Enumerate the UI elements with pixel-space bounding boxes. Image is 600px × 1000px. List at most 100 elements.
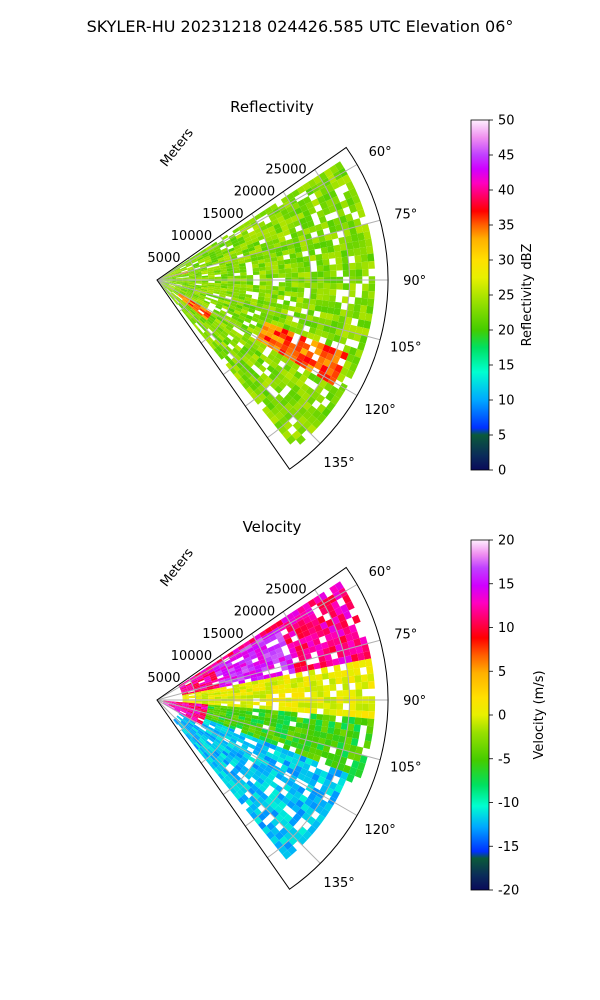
radar-cell [173, 267, 180, 272]
radar-cell [205, 309, 212, 315]
radar-cell [348, 362, 358, 373]
radar-cell [335, 748, 343, 757]
sector-outline [156, 566, 389, 890]
radar-cell [218, 744, 226, 751]
radar-cell [239, 269, 247, 273]
radar-cell [302, 647, 311, 655]
radar-cell [194, 252, 201, 257]
radar-cell [355, 326, 364, 335]
radar-cell [225, 362, 233, 370]
radar-cell [310, 271, 318, 278]
reflectivity-colorbar-ramp [470, 119, 490, 471]
radar-cell [279, 416, 289, 426]
radar-cell [253, 360, 262, 369]
radar-cell [307, 178, 317, 188]
radar-cell [212, 714, 219, 719]
radar-cell [193, 735, 200, 741]
radar-cell [233, 689, 241, 694]
radar-cell [231, 239, 239, 245]
radar-cell [226, 288, 234, 292]
radar-cell [202, 253, 210, 259]
radar-cell [209, 672, 217, 678]
radar-cell [208, 273, 215, 276]
radar-cell [208, 670, 216, 676]
radar-cell [163, 700, 170, 702]
radar-cell [250, 256, 258, 262]
radar-cell [284, 637, 293, 645]
radar-cell [201, 272, 208, 275]
radar-cell [305, 806, 315, 816]
radar-cell [214, 690, 221, 693]
radar-cell [261, 648, 270, 655]
azimuth-spoke [156, 279, 358, 396]
radar-cell [213, 267, 221, 271]
radar-cell [307, 405, 317, 415]
radar-cell [201, 303, 209, 308]
radar-cell [175, 286, 182, 290]
radar-cell [294, 748, 303, 756]
radar-cell [264, 656, 273, 663]
radar-cell [269, 743, 277, 751]
radar-cell [244, 297, 252, 302]
radar-cell [233, 792, 242, 800]
radar-cell [219, 665, 227, 671]
radar-cell [229, 252, 237, 258]
radar-cell [320, 726, 329, 734]
radar-cell [189, 696, 196, 699]
radar-cell [208, 702, 215, 705]
radar-cell [232, 746, 240, 753]
radar-cell [234, 667, 242, 673]
radar-cell [205, 681, 213, 685]
range-ring [245, 611, 312, 827]
radar-cell [318, 655, 326, 663]
radar-cell [270, 809, 279, 818]
radar-cell [217, 772, 225, 780]
radar-cell [264, 261, 272, 267]
colorbar-tick-label: -5 [498, 752, 511, 767]
radar-cell [198, 259, 205, 264]
radar-cell [265, 701, 273, 706]
radar-cell [321, 407, 332, 418]
radar-cell [189, 309, 196, 315]
radar-cell [315, 253, 323, 261]
radar-cell [235, 781, 244, 790]
radar-cell [213, 709, 221, 713]
radar-cell [296, 743, 305, 751]
radar-cell [259, 773, 268, 782]
radar-cell [216, 720, 224, 726]
radar-cell [288, 725, 296, 732]
radar-cell [196, 310, 204, 317]
radar-cell [326, 401, 336, 412]
radar-cell [214, 283, 222, 286]
radar-cell [196, 730, 204, 737]
radar-cell [174, 706, 181, 710]
radar-cell [210, 241, 218, 247]
radar-cell [314, 624, 323, 633]
radar-cell [310, 759, 319, 768]
radar-cell [288, 630, 297, 638]
radar-cell [275, 352, 284, 361]
radar-cell [230, 656, 237, 663]
radar-cell [298, 235, 306, 242]
radar-cell [169, 704, 176, 707]
radar-cell [225, 713, 233, 718]
radar-cell [232, 767, 240, 775]
radar-cell [230, 748, 238, 756]
colorbar-tick-label: 0 [498, 709, 506, 724]
radar-cell [295, 722, 303, 729]
radar-cell [326, 639, 335, 648]
radar-cell [264, 206, 273, 214]
radar-cell [215, 250, 222, 255]
radar-cell [302, 255, 310, 262]
radar-cell [283, 300, 291, 306]
radar-cell [328, 225, 337, 234]
radar-cell [304, 271, 311, 278]
radar-cell [262, 405, 271, 415]
radar-cell [343, 610, 352, 620]
radar-cell [288, 210, 297, 218]
radar-cell [196, 320, 203, 327]
radar-cell [217, 677, 225, 682]
colorbar-tick-label: 5 [498, 665, 506, 680]
radar-cell [227, 703, 234, 707]
radar-cell [280, 208, 289, 216]
